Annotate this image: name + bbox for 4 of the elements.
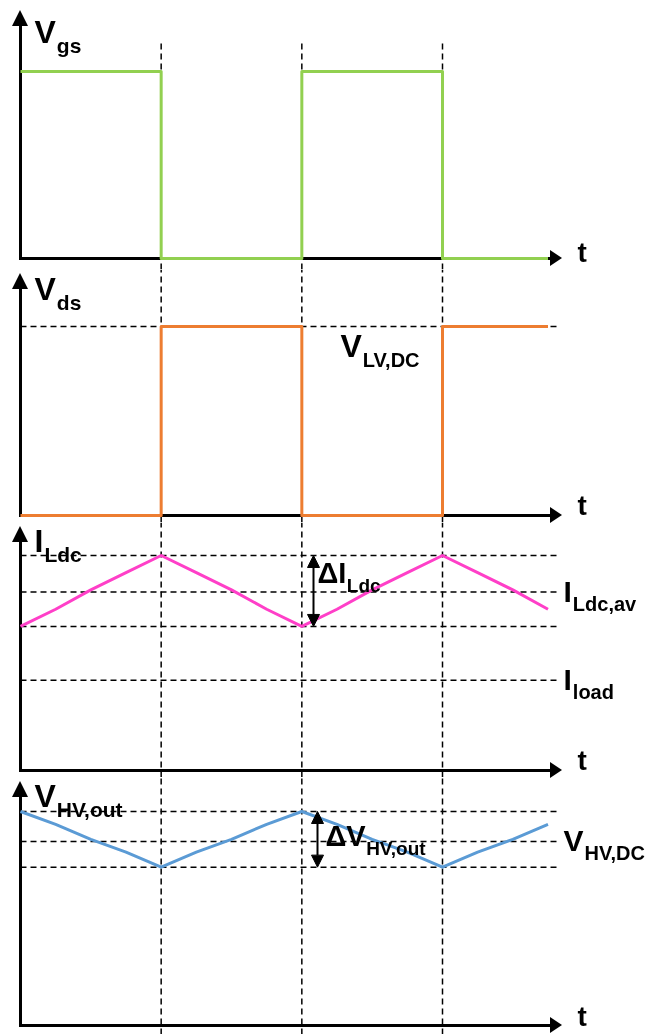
- x-axis-title: t: [577, 490, 587, 522]
- x-axis-title: t: [577, 745, 587, 777]
- x-axis-title: t: [577, 1001, 587, 1033]
- x-axis-title: t: [577, 237, 587, 269]
